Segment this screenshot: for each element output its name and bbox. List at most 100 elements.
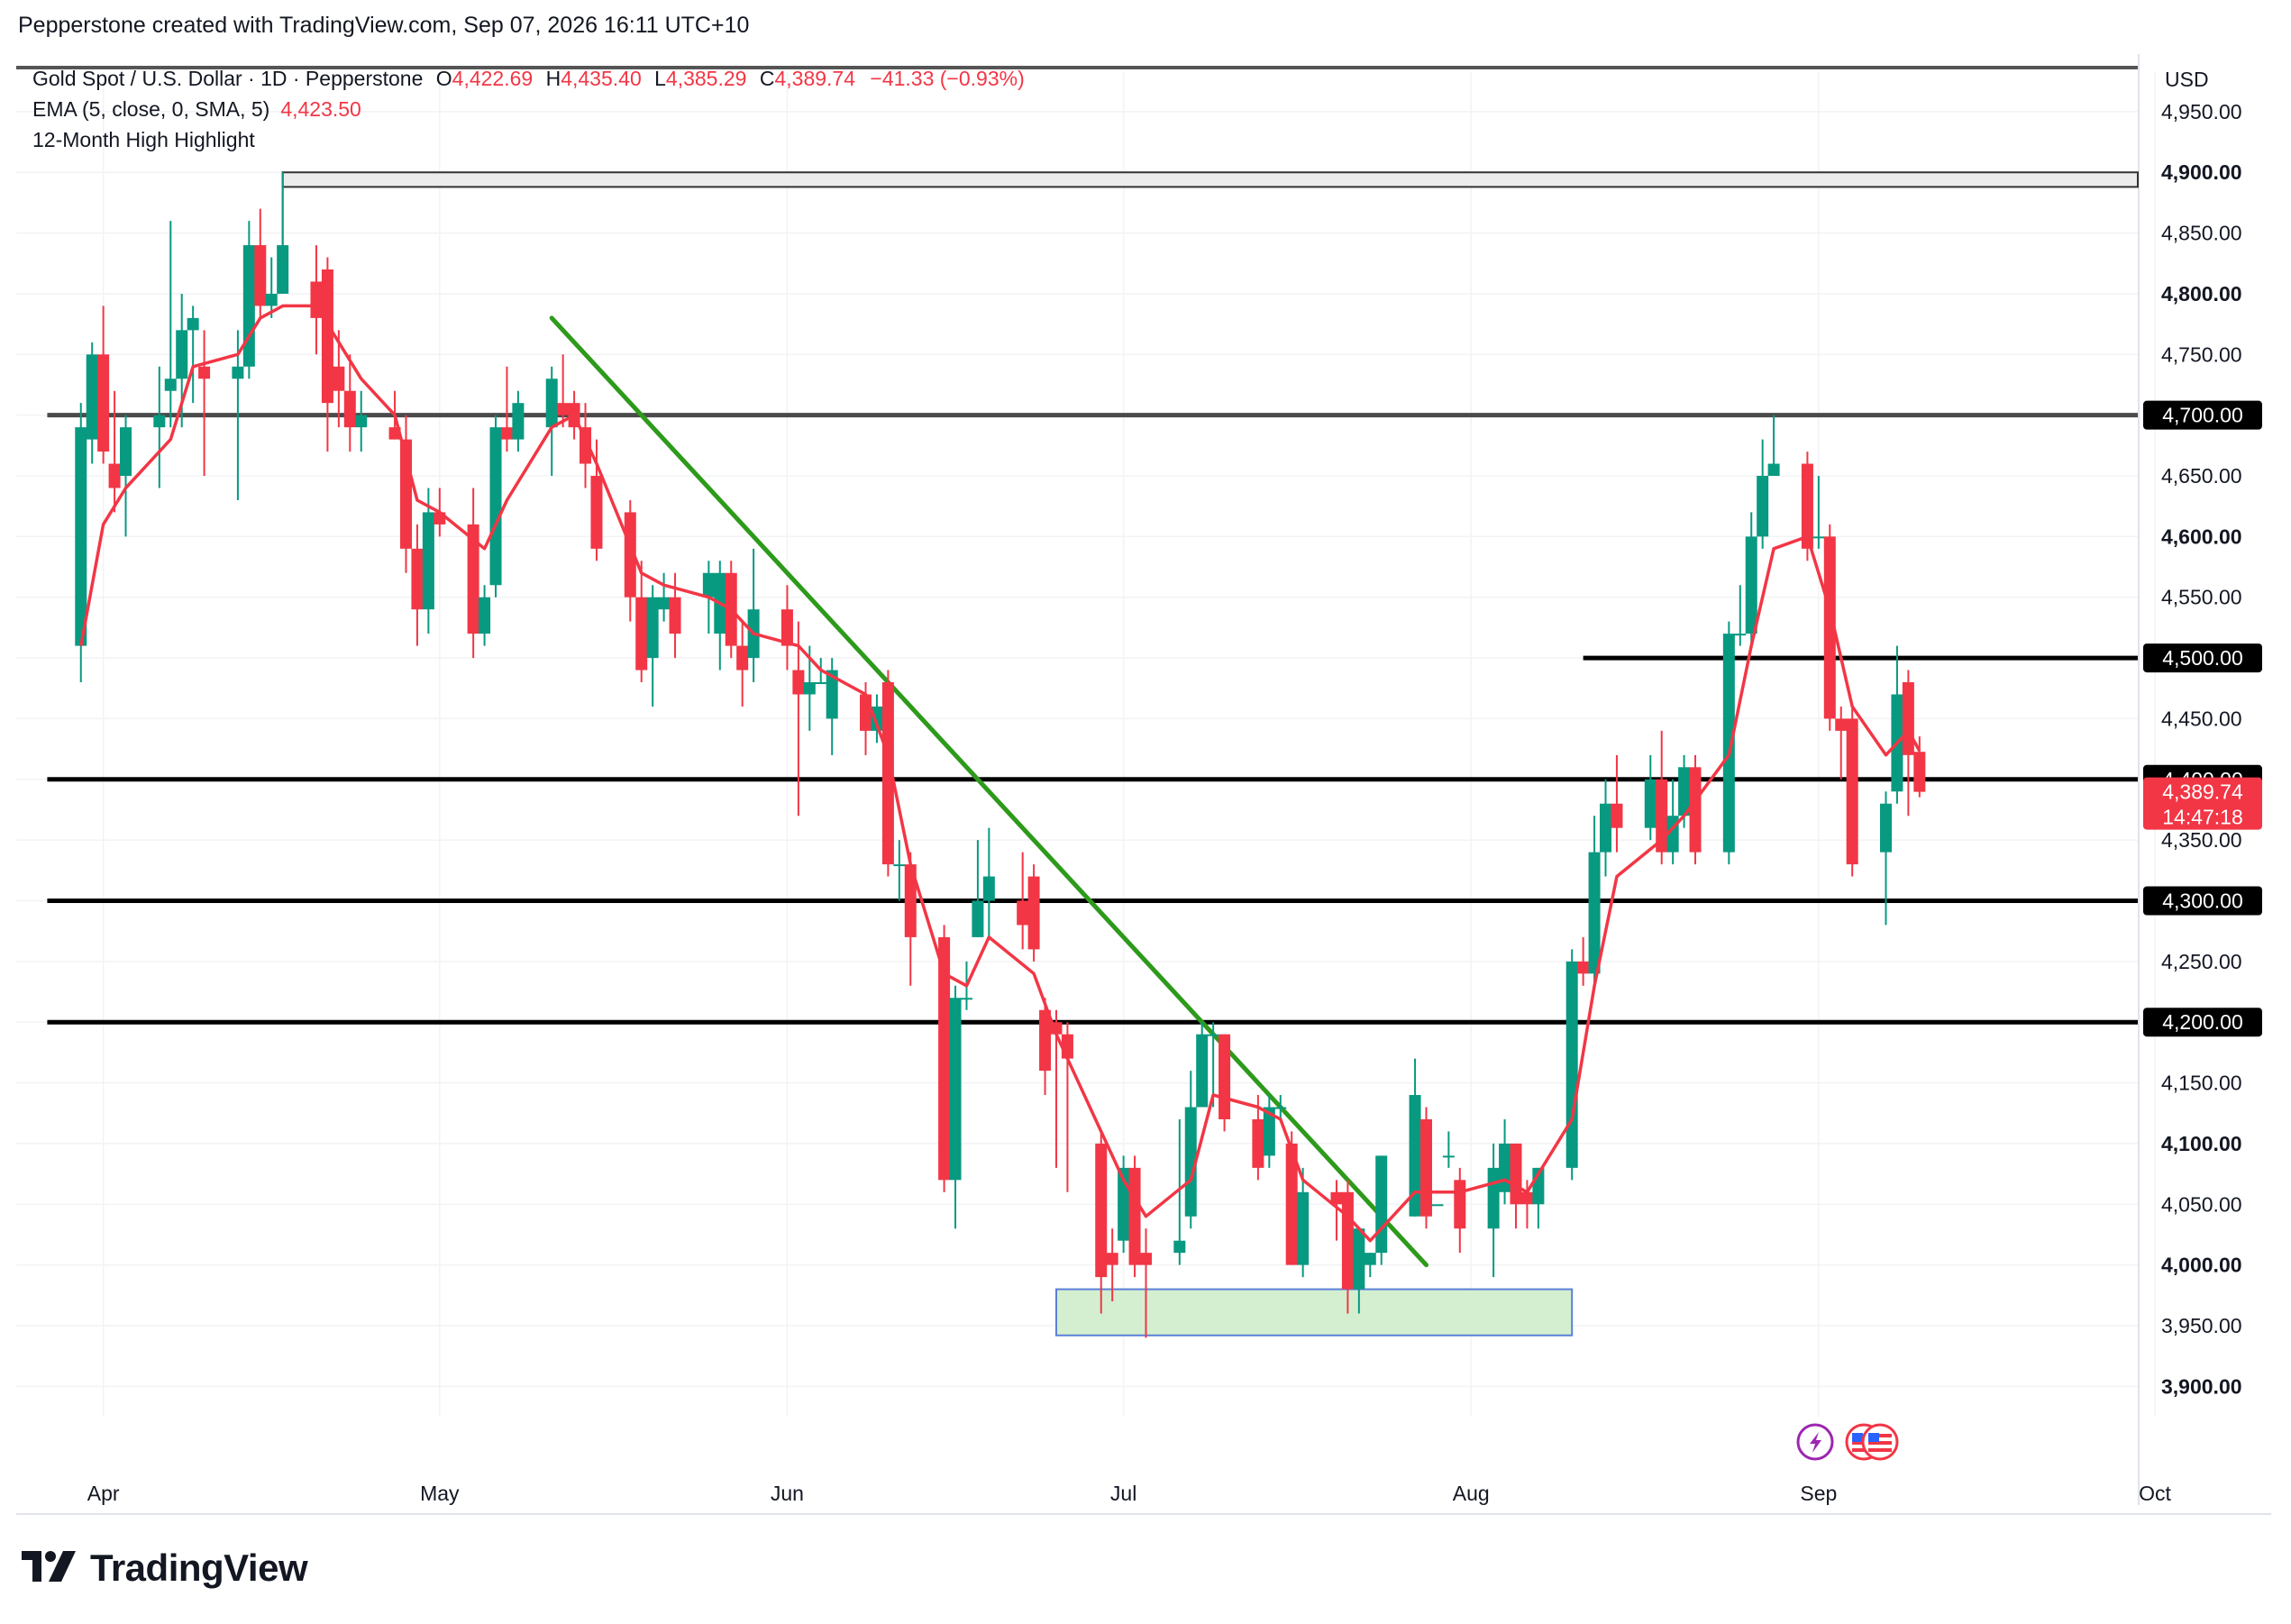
price-level-tag-label: 4,700.00 bbox=[2162, 404, 2243, 427]
candle-body bbox=[479, 597, 491, 634]
candle bbox=[1891, 645, 1903, 804]
time-tick-label: Aug bbox=[1453, 1482, 1490, 1505]
candle bbox=[736, 621, 749, 707]
price-tick-label: 4,100.00 bbox=[2161, 1132, 2242, 1155]
price-level-tag: 4,700.00 bbox=[2143, 400, 2262, 430]
tradingview-logo[interactable]: TradingView bbox=[22, 1546, 308, 1590]
candle bbox=[479, 585, 491, 646]
candle bbox=[1902, 670, 1914, 817]
time-tick-label: Sep bbox=[1800, 1482, 1837, 1505]
candle-body bbox=[1219, 1034, 1231, 1119]
price-tick-label: 4,900.00 bbox=[2161, 160, 2242, 184]
price-tick-label: 4,350.00 bbox=[2161, 828, 2242, 852]
candle bbox=[1913, 736, 1926, 798]
candle bbox=[1341, 1180, 1354, 1314]
candle-body bbox=[1757, 476, 1769, 537]
us-flag-icon-2[interactable] bbox=[1861, 1423, 1899, 1461]
close-label: C bbox=[759, 67, 775, 90]
candle bbox=[904, 852, 917, 986]
candle-body bbox=[1510, 1143, 1522, 1205]
candle-body bbox=[254, 245, 267, 306]
candle bbox=[1520, 1180, 1533, 1229]
high-label: H bbox=[545, 67, 561, 90]
time-tick-label: Apr bbox=[87, 1482, 120, 1505]
candle-body bbox=[1027, 876, 1040, 950]
candle bbox=[1656, 730, 1668, 865]
candle bbox=[512, 390, 525, 452]
price-tick-label: 4,800.00 bbox=[2161, 282, 2242, 306]
close-value: 4,389.74 bbox=[774, 67, 855, 90]
candle bbox=[321, 257, 333, 452]
candle-body bbox=[1767, 463, 1780, 477]
candle-body bbox=[1577, 961, 1590, 974]
ema-row[interactable]: EMA (5, close, 0, SMA, 5) 4,423.50 bbox=[32, 94, 1025, 124]
candle bbox=[1600, 779, 1612, 877]
candle bbox=[1565, 949, 1578, 1181]
candle bbox=[1375, 1155, 1388, 1265]
candle bbox=[1364, 1253, 1376, 1278]
high-highlight-band bbox=[281, 171, 2139, 188]
candle bbox=[1095, 1131, 1108, 1314]
candle-body bbox=[938, 936, 951, 1181]
candle-body bbox=[982, 876, 995, 901]
candle-body bbox=[1353, 1228, 1365, 1290]
time-axis[interactable]: Apr May Jun Jul Aug Sep Oct bbox=[87, 1482, 2172, 1505]
candle-body bbox=[860, 694, 872, 731]
ema-polyline bbox=[79, 304, 1921, 1243]
highlight-row[interactable]: 12-Month High Highlight bbox=[32, 124, 1025, 155]
candle bbox=[1409, 1058, 1421, 1217]
candle-body bbox=[904, 864, 917, 937]
low-label: L bbox=[654, 67, 666, 90]
candle-body bbox=[1835, 718, 1848, 731]
change-value: −41.33 (−0.93%) bbox=[870, 67, 1025, 90]
chart-legend: Gold Spot / U.S. Dollar · 1D · Peppersto… bbox=[32, 63, 1025, 155]
price-axis[interactable]: 3,900.00 3,950.00 4,000.00 4,050.00 4,100.00… bbox=[2143, 68, 2262, 1398]
symbol-row[interactable]: Gold Spot / U.S. Dollar · 1D · Peppersto… bbox=[32, 63, 1025, 94]
candle-body bbox=[1565, 961, 1578, 1168]
candle bbox=[747, 548, 760, 683]
candle bbox=[1330, 1180, 1343, 1241]
price-tick-label: 4,250.00 bbox=[2161, 950, 2242, 973]
candle-body bbox=[1409, 1095, 1421, 1217]
candle bbox=[1017, 852, 1029, 950]
candle-body bbox=[75, 427, 87, 646]
candle bbox=[343, 354, 356, 452]
candle bbox=[1196, 1022, 1209, 1108]
candle-body bbox=[1801, 463, 1813, 549]
candle bbox=[826, 658, 838, 755]
candle bbox=[1499, 1118, 1511, 1205]
candle-body bbox=[242, 245, 255, 367]
tradingview-logo-icon bbox=[22, 1551, 76, 1582]
open-value: 4,422.69 bbox=[452, 67, 534, 90]
candle bbox=[1128, 1155, 1141, 1278]
candle-body bbox=[355, 415, 368, 428]
price-tick-label: 4,950.00 bbox=[2161, 100, 2242, 123]
candle bbox=[1757, 439, 1769, 549]
candle-body bbox=[1880, 803, 1892, 853]
candle-body bbox=[187, 317, 199, 331]
candle bbox=[1588, 816, 1601, 986]
candle-body bbox=[1140, 1253, 1152, 1265]
chart-attribution: Pepperstone created with TradingView.com… bbox=[18, 13, 750, 38]
candle-body bbox=[1689, 767, 1702, 853]
candle bbox=[198, 330, 211, 477]
price-level-tag-label: 4,300.00 bbox=[2162, 889, 2243, 912]
candle bbox=[1823, 524, 1836, 731]
candle bbox=[1454, 1167, 1466, 1254]
low-value: 4,385.29 bbox=[665, 67, 747, 90]
candle-body bbox=[893, 864, 906, 867]
candle-body bbox=[343, 390, 356, 428]
candle bbox=[164, 221, 177, 428]
candle-body bbox=[1095, 1143, 1108, 1278]
candle-body bbox=[780, 609, 793, 646]
candle bbox=[254, 208, 267, 318]
candle bbox=[75, 403, 87, 683]
candle-body bbox=[590, 476, 603, 549]
candle-body bbox=[646, 597, 659, 659]
candle-body bbox=[97, 354, 110, 452]
candle-body bbox=[972, 900, 984, 937]
candle bbox=[232, 330, 244, 500]
lightning-icon[interactable] bbox=[1796, 1423, 1834, 1461]
candle bbox=[635, 561, 648, 683]
